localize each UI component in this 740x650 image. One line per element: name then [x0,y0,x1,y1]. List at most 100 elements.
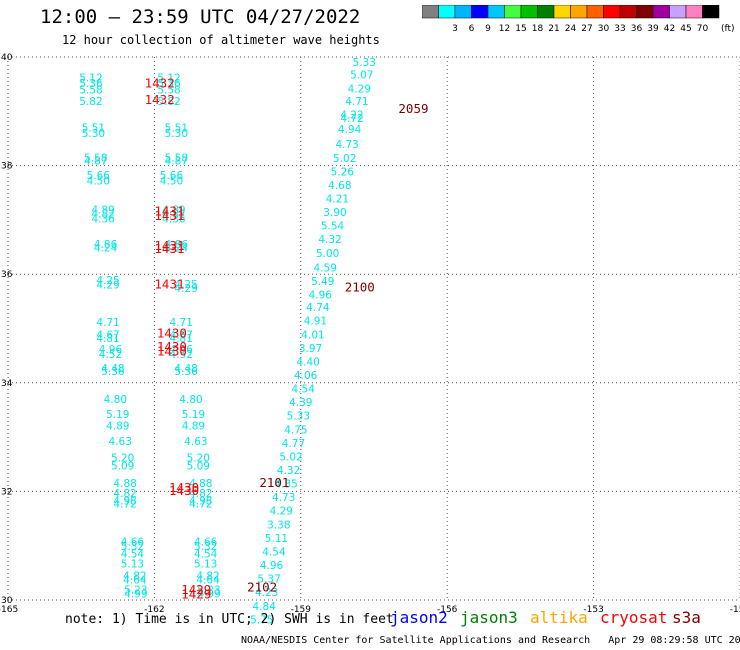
wave-height-label: 5.02 [279,451,302,463]
wave-height-label: 4.89 [182,420,205,432]
wave-height-label: 5.58 [157,84,180,96]
scale-tick-label: 42 [664,24,675,34]
wave-height-label: 4.89 [106,420,129,432]
wave-height-label: 4.01 [301,329,324,341]
wave-height-label: 4.50 [160,176,183,188]
wave-height-label: 4.54 [262,546,286,558]
wave-height-label: 5.12 [157,72,180,84]
footer-credit: NOAA/NESDIS Center for Satellite Applica… [241,635,740,646]
wave-height-label: 4.35 [274,479,297,491]
wave-height-label: 5.54 [321,221,345,233]
wave-height-label: 4.54 [121,549,145,561]
wave-height-label: 5.49 [311,276,334,288]
wave-height-label: 4.98 [189,495,212,507]
wave-height-label: 4.24 [94,242,118,254]
wave-height-label: 4.29 [270,506,293,518]
wave-height-label: 4.39 [289,397,312,409]
wave-height-label: 5.30 [165,128,188,140]
y-tick-label: 34 [1,379,13,389]
wave-height-label: 4.82 [91,209,114,221]
scale-tick-label: 12 [499,24,510,34]
wave-height-label: 4.21 [326,194,349,206]
scale-swatch [422,5,439,19]
wave-height-label: 4.99 [197,588,220,600]
wave-height-label: 5.20 [187,453,210,465]
scale-tick-label: 70 [697,24,709,34]
wave-height-label: 5.75 [250,614,273,626]
satellite-legend-jason2: jason2 [390,608,448,627]
wave-height-label: 5.82 [157,96,180,108]
time-label: 1431 [154,204,184,219]
scale-tick-label: 15 [515,24,526,34]
scale-swatch [619,5,637,19]
wave-height-label: 5.00 [316,248,339,260]
y-tick-label: 30 [1,596,13,606]
scale-swatch [471,5,489,19]
x-tick-label: -153 [583,605,603,615]
wave-height-label: 5.32 [121,541,144,553]
wave-height-label: 4.06 [294,370,318,382]
wave-height-label: 4.66 [194,537,218,549]
wave-height-label: 4.89 [162,204,185,216]
time-label: 1432 [145,92,175,107]
wave-height-label: 4.96 [260,560,284,572]
wave-height-label: 4.52 [99,349,122,361]
scale-swatch [702,5,720,19]
wave-height-label: 4.86 [165,239,189,251]
scale-swatch [570,5,588,19]
scale-tick-label: 30 [598,24,610,34]
scale-tick-label: 45 [680,24,691,34]
wave-height-label: 3.90 [323,207,346,219]
time-label: 1430 [157,326,187,341]
x-tick-label: -165 [0,605,18,615]
wave-height-label: 4.52 [170,349,193,361]
wave-height-label: 4.98 [113,495,136,507]
wave-height-label: 4.82 [162,209,185,221]
x-tick-label: -159 [291,605,312,615]
time-label: 2100 [345,280,375,295]
wave-height-label: 5.30 [82,128,105,140]
wave-height-label: 4.96 [170,344,194,356]
wave-height-label: 5.58 [165,152,188,164]
wave-height-label: 3.97 [299,343,322,355]
wave-height-label: 4.66 [121,537,145,549]
scale-tick-label: 6 [469,24,475,34]
axis-layer: -165 -162 -159 -156 -153 -150 30 32 34 36 38 40 [0,53,740,615]
wave-height-label: 5.09 [187,461,210,473]
scale-tick-label: 9 [485,24,491,34]
wave-height-label: 4.74 [306,302,330,314]
wave-height-label: 4.87 [165,156,188,168]
time-label: 1429 [181,586,211,601]
wave-height-label: 5.23 [197,584,220,596]
wave-height-label: 5.32 [194,541,217,553]
wave-height-values: 5.125.365.585.825.515.305.584.875.664.50… [79,57,376,626]
scale-swatch [438,5,456,19]
wave-height-label: 4.22 [340,109,363,121]
wave-height-label: 5.26 [331,166,355,178]
wave-height-label: 4.24 [165,242,189,254]
wave-height-label: 4.73 [272,492,295,504]
wave-height-label: 4.59 [314,262,337,274]
wave-height-label: 4.99 [124,588,147,600]
y-tick-label: 38 [1,162,13,172]
scale-tick-label: 18 [532,24,544,34]
wave-height-label: 4.50 [87,176,110,188]
wave-height-label: 4.82 [196,570,219,582]
wave-height-label: 4.25 [174,279,197,291]
wave-height-label: 4.88 [189,478,212,490]
wave-height-label: 4.48 [174,363,197,375]
satellite-legend-altika: altika [530,608,588,627]
wave-height-label: 4.87 [84,156,107,168]
wave-height-label: 4.96 [99,344,123,356]
satellite-legend-jason3: jason3 [460,608,518,627]
scale-swatch [685,5,703,19]
page-title: 12:00 – 23:59 UTC 04/27/2022 [40,6,361,28]
wave-height-label: 4.88 [113,478,136,490]
wave-height-label: 4.94 [338,124,362,136]
wave-height-label: 4.25 [96,275,119,287]
x-tick-label: -162 [144,605,164,615]
wave-height-label: 4.32 [318,234,341,246]
wave-height-label: 4.71 [96,317,119,329]
